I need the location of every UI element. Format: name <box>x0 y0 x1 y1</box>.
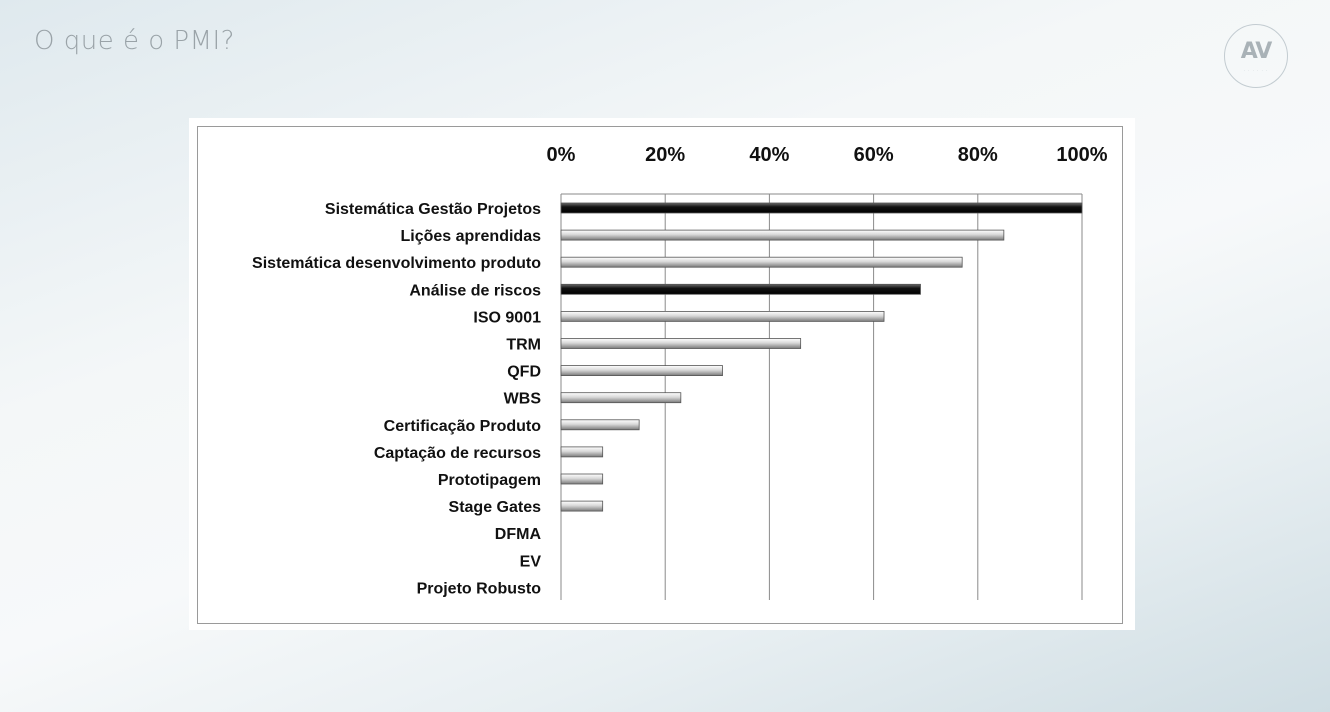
bar <box>560 310 885 322</box>
av-logo-icon: AV · · · · · · <box>1224 24 1288 88</box>
page-title: O que é o PMI? <box>34 26 235 56</box>
category-label: Análise de riscos <box>409 282 541 299</box>
bar <box>560 500 604 512</box>
bar <box>560 446 604 458</box>
category-label: Captação de recursos <box>374 445 541 462</box>
category-label: QFD <box>507 364 541 381</box>
bar <box>560 419 640 431</box>
x-tick-label: 40% <box>749 144 789 166</box>
x-tick-label: 20% <box>645 144 685 166</box>
x-tick-label: 60% <box>854 144 894 166</box>
bar <box>560 473 604 485</box>
category-label: EV <box>520 553 542 570</box>
category-label: Sistemática Gestão Projetos <box>325 201 541 218</box>
category-label: WBS <box>504 391 542 408</box>
category-label: Lições aprendidas <box>401 228 542 245</box>
category-label: TRM <box>506 337 541 354</box>
bar <box>560 229 1005 241</box>
chart-border <box>197 126 1123 624</box>
x-tick-label: 0% <box>547 144 576 166</box>
chart-panel: 0% 20% 40% 60% 80% 100% Sistemática Gestão Pro… <box>189 118 1135 630</box>
x-tick-label: 100% <box>1056 144 1107 166</box>
bar <box>560 256 963 268</box>
bar <box>560 202 1083 214</box>
category-label: ISO 9001 <box>473 309 541 326</box>
category-label: Prototipagem <box>438 472 541 489</box>
bar <box>560 392 682 404</box>
category-label: Stage Gates <box>449 499 542 516</box>
bar <box>560 338 802 349</box>
logo-subtitle-decoration: · · · · · · <box>1243 68 1269 73</box>
category-label: DFMA <box>495 526 542 543</box>
x-tick-label: 80% <box>958 144 998 166</box>
bar <box>560 365 723 377</box>
category-label: Projeto Robusto <box>417 580 542 597</box>
category-label: Sistemática desenvolvimento produto <box>252 255 541 272</box>
logo-text: AV <box>1240 39 1273 64</box>
bar-chart: 0% 20% 40% 60% 80% 100% Sistemática Gestão Pro… <box>252 144 1108 600</box>
bar <box>560 283 921 295</box>
category-label: Certificação Produto <box>384 418 542 435</box>
